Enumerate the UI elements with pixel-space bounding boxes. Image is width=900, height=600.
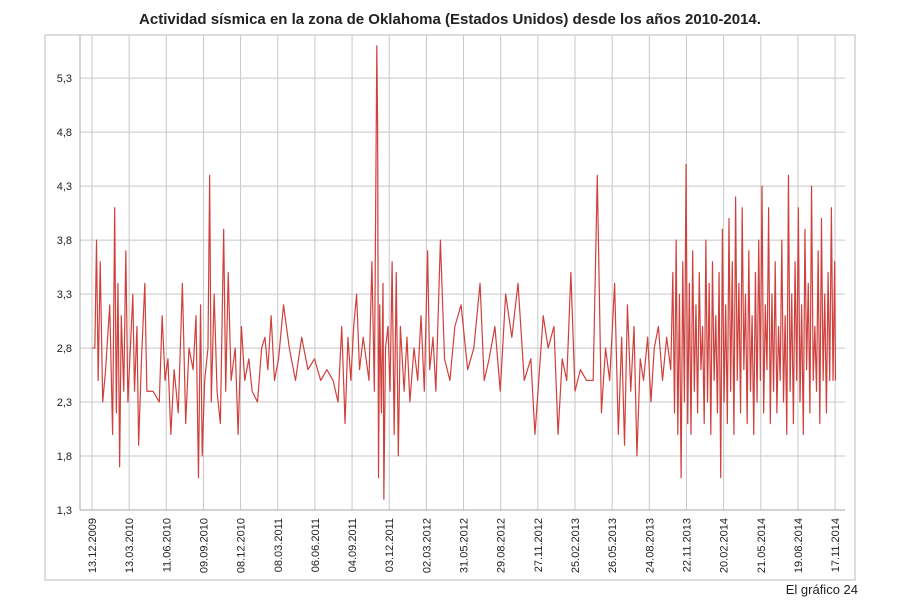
chart-title: Actividad sísmica en la zona de Oklahoma… bbox=[139, 11, 761, 28]
y-tick-label: 3,8 bbox=[57, 235, 72, 247]
y-tick-label: 1,8 bbox=[57, 451, 72, 463]
data-line bbox=[91, 45, 837, 500]
x-tick-label: 25.02.2013 bbox=[570, 518, 582, 573]
y-tick-label: 3,3 bbox=[57, 289, 72, 301]
y-tick-label: 5,3 bbox=[57, 73, 72, 85]
y-tick-label: 4,8 bbox=[57, 127, 72, 139]
footer: El gráfico 24 bbox=[786, 582, 858, 597]
x-tick-label: 27.11.2012 bbox=[533, 518, 545, 572]
x-tick-label: 11.06.2010 bbox=[161, 518, 173, 572]
x-tick-label: 29.08.2012 bbox=[496, 518, 508, 573]
x-tick-label: 08.03.2011 bbox=[273, 518, 285, 572]
x-tick-label: 03.12.2011 bbox=[384, 518, 396, 572]
chart-frame bbox=[44, 34, 856, 581]
x-tick-label: 26.05.2013 bbox=[607, 518, 619, 573]
x-tick-label: 13.03.2010 bbox=[124, 518, 136, 573]
x-tick-label: 31.05.2012 bbox=[459, 518, 471, 573]
y-tick-label: 2,3 bbox=[57, 397, 72, 409]
x-tick-label: 19.08.2014 bbox=[793, 518, 805, 573]
x-tick-label: 22.11.2013 bbox=[681, 518, 693, 572]
y-tick-label: 1,3 bbox=[57, 505, 72, 517]
x-tick-label: 17.11.2014 bbox=[830, 518, 842, 572]
x-tick-label: 21.05.2014 bbox=[756, 518, 768, 573]
x-tick-label: 09.09.2010 bbox=[198, 518, 210, 573]
x-tick-label: 06.06.2011 bbox=[310, 518, 322, 572]
x-tick-label: 20.02.2014 bbox=[719, 518, 731, 573]
y-tick-label: 4,3 bbox=[57, 181, 72, 193]
x-tick-label: 04.09.2011 bbox=[347, 518, 359, 572]
y-tick-label: 2,8 bbox=[57, 343, 72, 355]
x-tick-label: 13.12.2009 bbox=[87, 518, 99, 573]
x-tick-label: 02.03.2012 bbox=[421, 518, 433, 573]
x-tick-label: 24.08.2013 bbox=[644, 518, 656, 573]
x-tick-label: 08.12.2010 bbox=[236, 518, 248, 573]
